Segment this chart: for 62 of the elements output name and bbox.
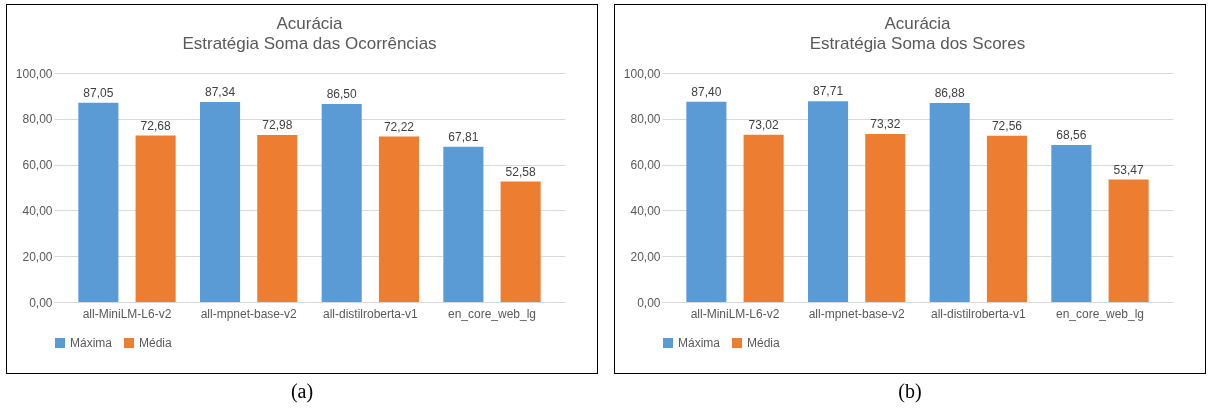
legend-label: Máxima [70, 336, 113, 350]
y-tick-label: 60,00 [630, 158, 661, 173]
x-tick-label: all-MiniLM-L6-v2 [690, 306, 780, 321]
x-tick-label: all-mpnet-base-v2 [200, 306, 298, 321]
x-tick-label: all-distilroberta-v1 [322, 306, 419, 321]
y-tick-label: 20,00 [630, 249, 661, 264]
x-tick-label: en_core_web_lg [1055, 306, 1145, 321]
data-label: 72,98 [262, 117, 293, 132]
chart-subtitle: Estratégia Soma dos Scores [809, 34, 1026, 53]
data-label: 73,32 [870, 117, 901, 132]
y-tick-label: 100,00 [623, 66, 661, 81]
y-tick-label: 80,00 [630, 112, 661, 127]
bar [500, 181, 541, 302]
y-tick-label: 80,00 [22, 112, 53, 127]
bar [1051, 145, 1092, 302]
data-label: 87,34 [205, 84, 236, 99]
data-label: 73,02 [748, 117, 779, 132]
y-tick-label: 100,00 [15, 66, 53, 81]
bar [257, 134, 298, 302]
data-label: 87,71 [813, 84, 844, 99]
data-label: 52,58 [505, 164, 536, 179]
data-label: 86,50 [326, 86, 358, 101]
chart-title: Acurácia [276, 14, 344, 33]
y-tick-label: 0,00 [29, 295, 53, 310]
y-tick-label: 40,00 [22, 203, 53, 218]
bar [443, 146, 484, 302]
data-label: 68,56 [1056, 128, 1087, 142]
data-label: 72,22 [383, 119, 415, 134]
legend-label: Média [139, 336, 173, 350]
chart-title: Acurácia [884, 14, 952, 33]
data-label: 72,68 [140, 118, 171, 133]
bar [78, 102, 119, 302]
x-tick-label: all-distilroberta-v1 [930, 306, 1027, 321]
x-tick-label: all-mpnet-base-v2 [808, 306, 906, 321]
y-tick-label: 60,00 [22, 158, 53, 173]
bar [929, 103, 970, 302]
x-tick-label: en_core_web_lg [447, 306, 537, 321]
y-tick-label: 0,00 [637, 295, 661, 310]
data-label: 53,47 [1113, 162, 1144, 177]
bar [865, 134, 906, 302]
bar [808, 101, 849, 302]
bar [378, 136, 419, 302]
bar [686, 101, 727, 302]
text: (b) [897, 380, 923, 403]
data-label: 72,56 [991, 118, 1023, 133]
bar [200, 101, 241, 302]
bar [743, 134, 784, 302]
bar [321, 103, 362, 302]
text: (a) [289, 380, 315, 403]
y-tick-label: 40,00 [630, 203, 661, 218]
legend-label: Média [747, 336, 781, 350]
bar [1108, 179, 1149, 302]
x-tick-label: all-MiniLM-L6-v2 [82, 306, 172, 321]
data-label: 87,40 [691, 84, 722, 99]
y-tick-label: 20,00 [22, 249, 53, 264]
bar [135, 135, 176, 302]
legend-label: Máxima [678, 336, 721, 350]
data-label: 87,05 [83, 85, 114, 100]
bar [986, 135, 1027, 302]
data-label: 67,81 [448, 129, 479, 144]
chart-subtitle: Estratégia Soma das Ocorrências [182, 34, 437, 53]
data-label: 86,88 [934, 86, 966, 101]
